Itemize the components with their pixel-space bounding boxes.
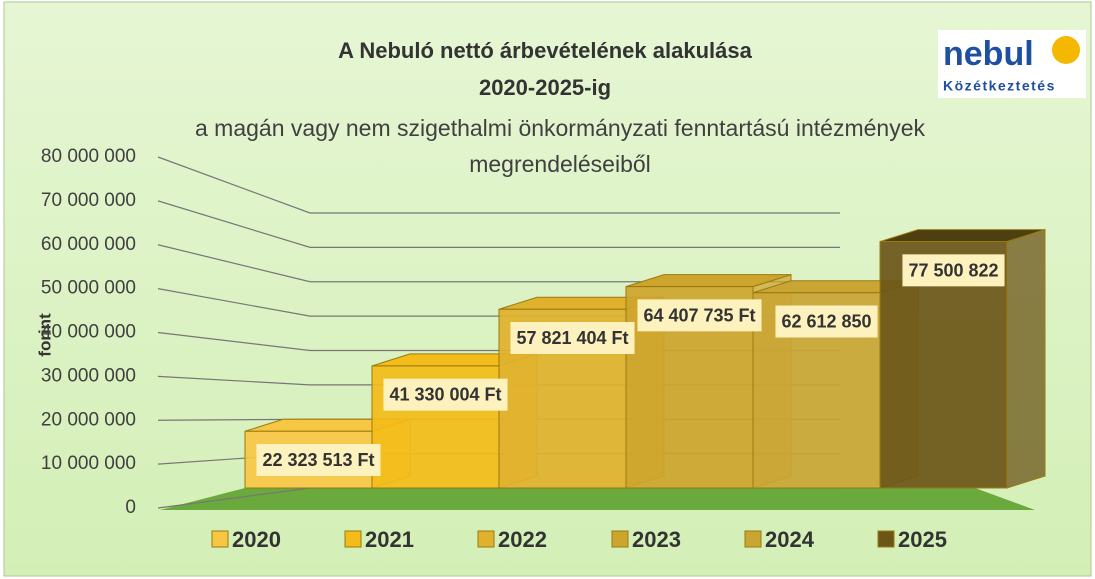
legend-swatch: [611, 530, 629, 548]
value-label: 62 612 850: [781, 312, 871, 332]
value-label: 22 323 513 Ft: [262, 450, 374, 470]
value-label-bg: [256, 444, 381, 477]
legend-label: 2020: [232, 527, 281, 552]
logo-name: nebul: [943, 35, 1034, 73]
legend-swatch: [211, 530, 229, 548]
legend-swatch: [877, 530, 895, 548]
y-tick-label: 70 000 000: [41, 190, 136, 211]
bar-side: [1006, 228, 1046, 489]
value-label: 64 407 735 Ft: [643, 305, 755, 325]
legend-swatch: [344, 530, 362, 548]
y-tick-label: 40 000 000: [41, 322, 136, 343]
logo-tagline: Közétkeztetés: [943, 78, 1056, 94]
logo: nebul Közétkeztetés: [938, 30, 1086, 98]
y-tick-label: 30 000 000: [41, 365, 136, 386]
chart-title: A Nebuló nettó árbevételének alakulása: [338, 38, 752, 63]
y-tick-label: 60 000 000: [41, 234, 136, 255]
legend-label: 2025: [898, 527, 947, 552]
legend-swatch: [477, 530, 495, 548]
legend-label: 2022: [498, 527, 547, 552]
subtitle-box: a magán vagy nem szigethalmi önkormányza…: [195, 115, 925, 177]
value-label: 41 330 004 Ft: [389, 385, 501, 405]
logo-icon: [1052, 36, 1080, 64]
legend-label: 2021: [365, 527, 414, 552]
value-label-bg: [775, 305, 878, 338]
floor: [160, 488, 1035, 510]
y-tick-label: 50 000 000: [41, 278, 136, 299]
subtitle: a magán vagy nem szigethalmi önkormányza…: [195, 115, 925, 177]
grid-line: [157, 200, 840, 248]
value-label: 77 500 822: [908, 260, 998, 280]
y-axis-label: forint: [35, 313, 54, 357]
value-label-bg: [383, 378, 508, 411]
legend-label: 2024: [765, 527, 815, 552]
legend-swatch: [744, 530, 762, 548]
chart-title-line2: 2020-2025-ig: [479, 75, 611, 100]
value-label-bg: [510, 321, 635, 354]
y-tick-label: 0: [125, 497, 136, 518]
value-label-bg: [902, 254, 1005, 287]
y-tick-label: 20 000 000: [41, 409, 136, 430]
y-tick-label: 10 000 000: [41, 453, 136, 474]
legend-label: 2023: [632, 527, 681, 552]
grid-line: [157, 156, 840, 214]
value-label-bg: [637, 299, 762, 332]
y-tick-label: 80 000 000: [41, 146, 136, 167]
value-label: 57 821 404 Ft: [516, 328, 628, 348]
